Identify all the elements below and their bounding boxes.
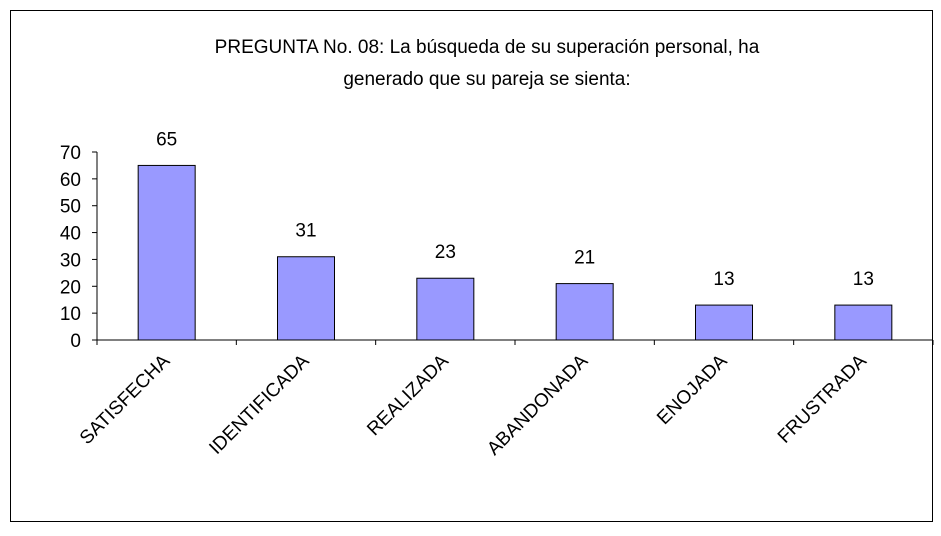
y-tick-label: 30: [60, 250, 81, 271]
chart-title: PREGUNTA No. 08: La búsqueda de su super…: [215, 37, 760, 58]
y-tick-label: 40: [60, 224, 81, 245]
y-tick-label: 60: [60, 170, 81, 191]
y-tick-label: 0: [70, 331, 81, 352]
y-tick-label: 70: [60, 143, 81, 164]
y-tick-label: 50: [60, 197, 81, 218]
chart-title: generado que su pareja se sienta:: [343, 69, 630, 90]
bar: [695, 304, 753, 341]
value-label: 21: [574, 248, 595, 269]
bar: [834, 304, 893, 341]
bar: [555, 283, 614, 341]
bar: [277, 256, 335, 341]
y-tick-label: 20: [60, 277, 81, 298]
y-tick-label: 10: [60, 304, 81, 325]
value-label: 31: [295, 221, 316, 242]
value-label: 13: [853, 269, 874, 290]
value-label: 23: [435, 242, 456, 263]
value-label: 65: [156, 129, 177, 150]
value-label: 13: [713, 269, 734, 290]
bar: [137, 164, 196, 341]
bar: [416, 277, 475, 341]
